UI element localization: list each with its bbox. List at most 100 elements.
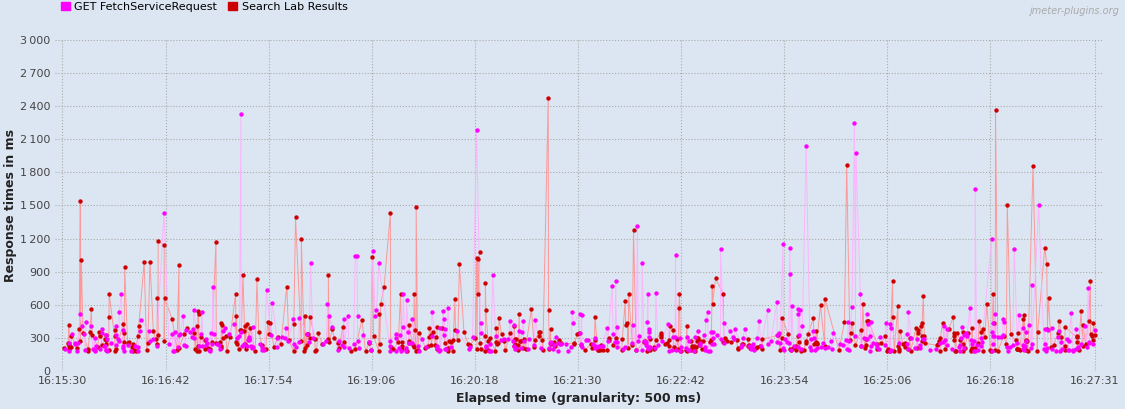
Point xyxy=(816,345,834,351)
Point xyxy=(758,307,776,313)
Point xyxy=(565,341,583,347)
Point xyxy=(546,343,564,349)
Point xyxy=(1048,330,1066,337)
Point xyxy=(183,326,201,333)
Point xyxy=(100,291,118,297)
Point xyxy=(116,264,134,271)
Legend: GET FetchServiceRequest, Search Lab Results: GET FetchServiceRequest, Search Lab Resu… xyxy=(61,2,348,12)
Point xyxy=(1059,336,1077,343)
Point xyxy=(505,322,523,329)
Point xyxy=(970,318,988,325)
Point xyxy=(962,337,980,343)
Point xyxy=(781,346,799,353)
Point xyxy=(364,333,382,339)
Point xyxy=(269,334,287,340)
Point xyxy=(958,330,976,337)
Point xyxy=(776,336,794,343)
Point xyxy=(493,331,511,338)
Point xyxy=(487,339,505,345)
Point xyxy=(584,341,602,347)
Point xyxy=(912,333,930,339)
Point xyxy=(165,348,183,355)
Point xyxy=(93,342,111,348)
Point xyxy=(444,348,462,354)
Point xyxy=(202,339,220,346)
Point xyxy=(69,339,87,346)
Point xyxy=(686,343,704,350)
Point xyxy=(511,338,529,344)
Point xyxy=(433,324,451,331)
Point xyxy=(806,347,824,353)
Point xyxy=(399,322,417,329)
Point xyxy=(781,270,799,277)
Point xyxy=(789,333,807,340)
Point xyxy=(422,331,440,338)
Point xyxy=(722,339,740,345)
Point xyxy=(641,344,659,350)
Point xyxy=(911,342,929,348)
Point xyxy=(703,300,721,307)
Point xyxy=(952,335,970,342)
Point xyxy=(1043,345,1061,352)
Point xyxy=(298,342,316,348)
Point xyxy=(389,345,407,351)
Point xyxy=(843,304,861,310)
Point xyxy=(910,345,928,352)
Point xyxy=(299,330,317,337)
Point xyxy=(572,342,590,348)
Point xyxy=(192,333,210,340)
Point xyxy=(399,337,417,344)
Point xyxy=(639,346,657,352)
Point xyxy=(200,348,218,355)
Point xyxy=(125,341,143,347)
Point xyxy=(993,315,1011,322)
Point xyxy=(1056,324,1074,330)
Point xyxy=(431,347,449,354)
Point xyxy=(321,339,339,346)
Point xyxy=(984,291,1002,297)
Point xyxy=(871,334,889,340)
Point xyxy=(255,347,273,354)
Point xyxy=(791,307,809,314)
Point xyxy=(220,330,238,337)
Point xyxy=(998,341,1016,348)
Point xyxy=(741,345,759,352)
Point xyxy=(899,345,917,352)
Point xyxy=(964,345,982,352)
Point xyxy=(197,337,215,344)
Point xyxy=(435,316,453,323)
Point xyxy=(241,336,259,342)
Point xyxy=(577,336,595,343)
Point xyxy=(666,345,684,352)
Point xyxy=(1036,341,1054,347)
Point xyxy=(1051,317,1069,324)
Point xyxy=(349,312,367,319)
Point xyxy=(98,348,116,354)
Point xyxy=(945,330,963,337)
Point xyxy=(1037,345,1055,351)
Point xyxy=(742,344,760,351)
Point xyxy=(762,338,780,345)
Point xyxy=(237,321,255,328)
Point xyxy=(718,338,736,344)
Point xyxy=(118,339,136,346)
Point xyxy=(909,327,927,333)
Point xyxy=(357,348,375,354)
Point xyxy=(970,339,988,346)
Point xyxy=(505,343,523,349)
Point xyxy=(486,348,504,354)
Point xyxy=(639,319,657,326)
Point xyxy=(984,333,1002,340)
Point xyxy=(597,325,615,331)
Point xyxy=(238,337,256,344)
Point xyxy=(362,346,380,353)
Point xyxy=(987,311,1005,318)
Point xyxy=(837,337,855,344)
Point xyxy=(688,328,706,334)
Point xyxy=(140,327,158,334)
Point xyxy=(1059,347,1077,353)
Point xyxy=(514,345,532,351)
Point xyxy=(1015,344,1033,350)
Point xyxy=(339,313,357,319)
Point xyxy=(292,236,310,243)
